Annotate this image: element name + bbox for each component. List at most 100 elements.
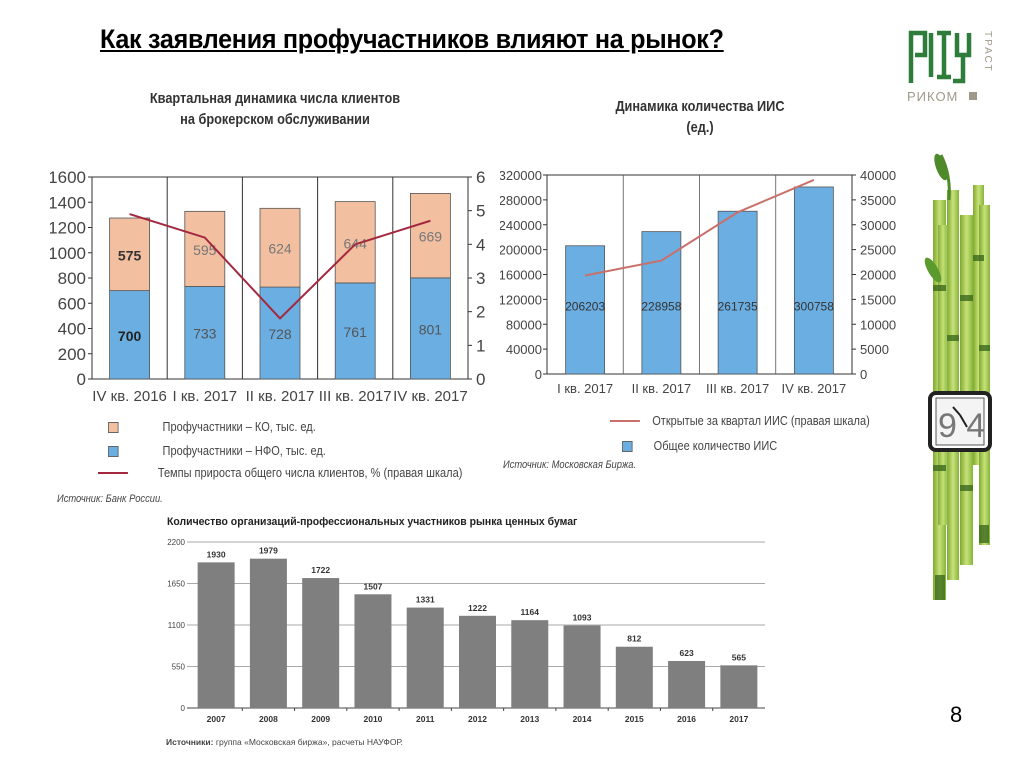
svg-text:550: 550 [172, 663, 186, 672]
chart1-title-line1: Квартальная динамика числа клиентов [149, 90, 401, 107]
svg-text:3: 3 [476, 269, 485, 288]
svg-text:1000: 1000 [50, 244, 86, 263]
svg-text:15000: 15000 [860, 292, 896, 307]
chart2-title-line1: Динамика количества ИИС [615, 98, 785, 115]
svg-text:733: 733 [193, 326, 217, 342]
svg-text:2011: 2011 [416, 714, 435, 724]
svg-text:1164: 1164 [521, 607, 540, 617]
svg-text:761: 761 [344, 324, 368, 340]
svg-text:1200: 1200 [50, 219, 86, 238]
svg-text:1093: 1093 [573, 613, 592, 623]
svg-text:10000: 10000 [860, 317, 896, 332]
svg-text:1650: 1650 [167, 580, 185, 589]
svg-text:ТРАСТ: ТРАСТ [982, 31, 993, 73]
svg-text:669: 669 [419, 229, 443, 245]
chart1-title: Квартальная динамика числа клиентов на б… [95, 88, 455, 130]
svg-text:2: 2 [476, 303, 485, 322]
rikom-trust-logo: ТРАСТ РИКОМ [905, 25, 1000, 105]
chart3-source: Источники: группа «Московская биржа», ра… [166, 737, 403, 747]
svg-text:1722: 1722 [311, 565, 330, 575]
svg-text:1331: 1331 [416, 595, 435, 605]
chart1-plot: 0 200 400 600 800 1000 1200 1400 1600 0 1 2 3 4 5 6 700 5… [50, 168, 485, 405]
chart2-source: Источник: Московская Биржа. [503, 459, 637, 471]
svg-text:III кв. 2017: III кв. 2017 [706, 381, 769, 396]
svg-text:6: 6 [476, 168, 485, 187]
svg-text:2013: 2013 [520, 714, 539, 724]
chart2-legend-total: Общее количество ИИС [622, 439, 777, 453]
svg-text:200000: 200000 [500, 243, 542, 258]
svg-text:IV кв. 2017: IV кв. 2017 [782, 381, 847, 396]
svg-text:240000: 240000 [500, 218, 542, 233]
iis-swatch [622, 440, 633, 452]
chart1-title-line2: на брокерском обслуживании [180, 111, 370, 128]
svg-text:РИКОМ: РИКОМ [907, 89, 958, 104]
svg-text:25000: 25000 [860, 243, 896, 258]
svg-text:728: 728 [268, 326, 292, 342]
svg-text:II кв. 2017: II кв. 2017 [632, 381, 692, 396]
svg-text:1979: 1979 [259, 546, 278, 556]
svg-text:595: 595 [193, 242, 217, 258]
svg-text:624: 624 [268, 241, 292, 257]
svg-text:400: 400 [58, 320, 86, 339]
svg-text:200: 200 [58, 345, 86, 364]
svg-text:2012: 2012 [468, 714, 487, 724]
svg-text:801: 801 [419, 321, 443, 337]
svg-text:40000: 40000 [860, 168, 896, 183]
chart1-source: Источник: Банк России. [57, 493, 163, 505]
svg-text:1400: 1400 [50, 193, 86, 212]
svg-text:2017: 2017 [729, 714, 748, 724]
svg-text:1: 1 [476, 336, 485, 355]
svg-text:812: 812 [627, 634, 641, 644]
svg-text:4: 4 [476, 235, 485, 254]
svg-text:206203: 206203 [565, 299, 605, 313]
page-number: 8 [950, 702, 963, 727]
legend-label: Темпы прироста общего числа клиентов, % … [157, 466, 463, 480]
svg-text:2007: 2007 [207, 714, 226, 724]
svg-text:2009: 2009 [311, 714, 330, 724]
svg-text:160000: 160000 [500, 268, 542, 283]
svg-text:600: 600 [58, 294, 86, 313]
svg-text:120000: 120000 [500, 292, 542, 307]
source-text: группа «Московская биржа», расчеты НАУФО… [213, 737, 403, 747]
svg-text:I кв. 2017: I кв. 2017 [173, 388, 238, 405]
chart1-legend-growth: Темпы прироста общего числа клиентов, % … [98, 466, 462, 480]
chart1-legend-ko: Профучастники – КО, тыс. ед. [108, 420, 316, 434]
ko-swatch [108, 421, 119, 433]
svg-text:40000: 40000 [506, 342, 542, 357]
legend-label: Профучастники – НФО, тыс. ед. [162, 444, 326, 458]
source-label: Источники: [166, 737, 214, 747]
svg-text:0: 0 [476, 370, 485, 389]
svg-text:320000: 320000 [500, 168, 542, 183]
svg-text:228958: 228958 [641, 299, 681, 313]
logo-monogram-icon: ТРАСТ РИКОМ [907, 30, 993, 104]
chart2-legend-opened: Открытые за квартал ИИС (правая шкала) [610, 414, 870, 428]
chart2-title: Динамика количества ИИС (ед.) [580, 96, 820, 138]
svg-text:0: 0 [860, 367, 867, 382]
svg-text:575: 575 [118, 247, 142, 263]
svg-text:0: 0 [535, 367, 542, 382]
svg-text:35000: 35000 [860, 193, 896, 208]
svg-text:2015: 2015 [625, 714, 644, 724]
chart2-plot: 0400008000012000016000020000024000028000… [500, 168, 896, 396]
svg-text:623: 623 [679, 648, 693, 658]
svg-text:2200: 2200 [167, 538, 185, 547]
chart3-title: Количество организаций-профессиональных … [167, 516, 578, 528]
legend-label: Открытые за квартал ИИС (правая шкала) [652, 414, 870, 428]
svg-text:9 4: 9 4 [938, 407, 985, 445]
svg-text:2010: 2010 [363, 714, 382, 724]
chart2-title-line2: (ед.) [686, 119, 714, 136]
svg-text:IV кв. 2016: IV кв. 2016 [92, 388, 167, 405]
svg-text:1100: 1100 [168, 621, 186, 630]
line-swatch [98, 472, 128, 474]
legend-label: Профучастники – КО, тыс. ед. [162, 420, 316, 434]
svg-text:2016: 2016 [677, 714, 696, 724]
svg-text:280000: 280000 [500, 193, 542, 208]
svg-text:30000: 30000 [860, 218, 896, 233]
legend-label: Общее количество ИИС [653, 439, 778, 453]
svg-text:1930: 1930 [207, 549, 226, 559]
svg-text:I кв. 2017: I кв. 2017 [557, 381, 613, 396]
bamboo-decoration-image: 9 4 [905, 145, 1000, 610]
svg-text:2014: 2014 [573, 714, 592, 724]
svg-text:20000: 20000 [860, 268, 896, 283]
chart1-legend-nfo: Профучастники – НФО, тыс. ед. [108, 444, 326, 458]
